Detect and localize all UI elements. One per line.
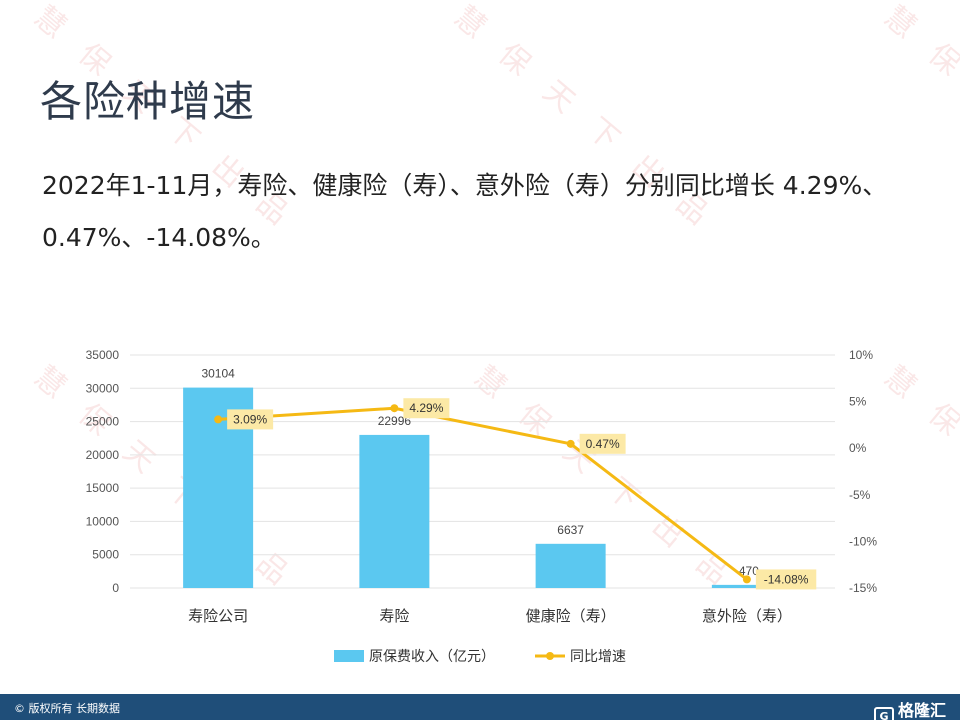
x-axis-tick-label: 健康险（寿） [526,608,616,625]
line-data-label: 3.09% [233,412,267,426]
line-point [214,415,223,424]
bar-data-label: 6637 [557,523,584,537]
combo-chart: 0 5000 10000 15000 20000 25000 30000 35000 -15% -… [86,348,878,664]
footer-bar: © 版权所有 长期数据 G 格隆汇 [0,694,960,727]
brand-name: 格隆汇 [897,701,946,720]
x-axis-tick-label: 寿险 [379,608,409,625]
line-label-box [755,569,817,590]
left-axis-tick-label: 20000 [86,448,120,462]
left-axis-tick-label: 25000 [86,415,120,429]
left-axis-tick-label: 5000 [92,548,119,562]
line-label-box [227,409,274,430]
bar-data-label: 22996 [378,414,412,428]
bar [359,434,430,588]
legend-swatch-bar [334,650,364,662]
right-axis-tick-label: -10% [849,534,877,548]
right-axis-tick-label: -5% [849,488,871,502]
line-data-label: 0.47% [586,437,620,451]
footer-copyright: © 版权所有 长期数据 [14,702,120,715]
left-axis-tick-label: 0 [112,581,119,595]
right-axis-tick-label: 10% [849,348,873,362]
legend-label: 原保费收入（亿元） [369,648,495,664]
brand-mark-icon: G [873,707,894,727]
page-description: 2022年1-11月，寿险、健康险（寿）、意外险（寿）分别同比增长 4.29%、… [42,171,888,252]
line-label-box [403,398,450,419]
right-axis-tick-label: -15% [849,581,877,595]
bar [711,584,782,588]
left-axis-tick-label: 35000 [86,348,120,362]
x-axis-tick-label: 寿险公司 [188,608,248,625]
brand-logo: G 格隆汇 [873,697,946,727]
line-data-label: -14.08% [764,572,809,586]
line-point [390,404,399,413]
legend-swatch-marker [546,652,554,660]
legend-label: 同比增速 [570,648,626,664]
line-label-box [579,433,626,454]
bar-data-label: 30104 [201,367,235,381]
x-axis-tick-label: 意外险（寿） [702,607,792,625]
line-point [742,575,751,584]
bar-data-label: 470 [739,564,759,578]
right-axis-tick-label: 0% [849,441,867,455]
left-axis-tick-label: 30000 [86,381,120,395]
left-axis-tick-label: 15000 [86,481,120,495]
line-data-label: 4.29% [409,401,443,415]
left-axis-tick-label: 10000 [86,514,120,528]
series-line [218,406,748,581]
line-point [566,439,575,448]
page-title: 各险种增速 [40,77,256,126]
bar [535,543,606,588]
right-axis-tick-label: 5% [849,395,867,409]
